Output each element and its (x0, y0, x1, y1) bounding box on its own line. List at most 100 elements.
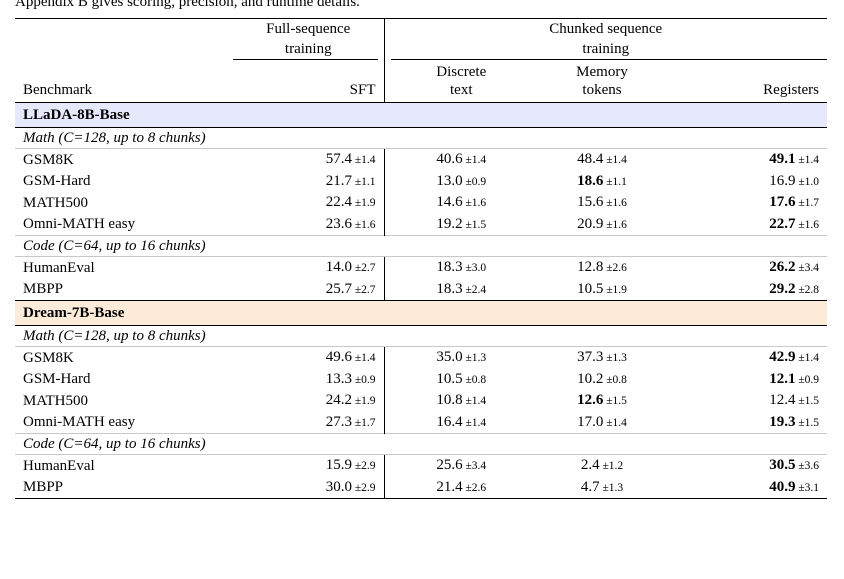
discrete-text-cell-value: 10.8 (436, 392, 463, 408)
section-title: Math (C=128, up to 8 chunks) (23, 130, 206, 146)
discrete-text-cell-stderr: ±0.8 (462, 373, 487, 386)
section-title: Math (C=128, up to 8 chunks) (23, 328, 206, 344)
section-header-row: Math (C=128, up to 8 chunks) (15, 128, 827, 149)
registers-cell-stderr: ±1.5 (795, 395, 819, 407)
results-table: Full-sequence training Chunked sequence … (15, 18, 827, 499)
benchmark-name: GSM-Hard (23, 173, 91, 189)
memory-tokens-cell-value: 15.6 (577, 194, 604, 210)
memory-tokens-cell-stderr: ±1.5 (603, 395, 627, 407)
discrete-text-cell-stderr: ±1.3 (462, 352, 487, 364)
model-rule (15, 300, 827, 301)
sft-cell: 14.0 ±2.7 (233, 257, 385, 279)
section-rule (15, 235, 827, 236)
discrete-text-cell-stderr: ±1.5 (462, 218, 487, 231)
registers-cell-stderr: ±3.4 (795, 262, 819, 274)
registers-cell: 12.1 ±0.9 (666, 369, 827, 391)
section-header-row: Code (C=64, up to 16 chunks) (15, 236, 827, 257)
sft-cell-stderr: ±1.9 (351, 197, 376, 209)
memory-tokens-cell: 17.0 ±1.4 (538, 412, 666, 434)
table-row: GSM8K 57.4 ±1.4 40.6 ±1.4 48.4 ±1.4 49.1 ±1.… (15, 149, 827, 171)
registers-cell-value: 26.2 (769, 259, 796, 275)
registers-cell: 40.9 ±3.1 (666, 477, 827, 499)
sft-cell-stderr: ±1.7 (351, 416, 376, 429)
benchmark-name: HumanEval (23, 259, 95, 276)
discrete-text-cell: 18.3 ±2.4 (384, 279, 538, 301)
sft-cell-stderr: ±1.4 (351, 154, 376, 166)
benchmark-name: GSM8K (23, 349, 74, 366)
benchmark-name: Omni-MATH easy (23, 216, 136, 232)
group-header-rule (15, 59, 827, 60)
discrete-text-cell-stderr: ±2.6 (462, 481, 487, 494)
discrete-text-cell-value: 18.3 (436, 259, 463, 275)
sft-cell-value: 25.7 (325, 280, 352, 297)
sft-cell-stderr: ±1.4 (351, 352, 376, 364)
discrete-text-cell: 21.4 ±2.6 (384, 477, 538, 499)
sft-cell-value: 14.0 (325, 259, 352, 275)
memory-tokens-cell-stderr: ±1.2 (599, 460, 624, 472)
discrete-text-cell-stderr: ±1.4 (462, 395, 487, 407)
discrete-text-cell-value: 13.0 (436, 172, 463, 189)
registers-cell-stderr: ±1.5 (795, 416, 819, 429)
sft-cell-stderr: ±1.6 (351, 218, 376, 231)
sft-cell: 24.2 ±1.9 (233, 390, 385, 412)
memory-tokens-cell: 48.4 ±1.4 (538, 149, 666, 171)
registers-cell-value: 16.9 (769, 172, 796, 189)
memory-tokens-cell-stderr: ±1.3 (599, 481, 624, 494)
sft-cell-value: 21.7 (325, 172, 352, 189)
table-row: HumanEval 14.0 ±2.7 18.3 ±3.0 12.8 ±2.6 26.2… (15, 257, 827, 279)
bottom-rule (15, 498, 827, 499)
discrete-text-cell: 13.0 ±0.9 (384, 171, 538, 193)
registers-cell-stderr: ±2.8 (795, 283, 819, 296)
sft-cell: 27.3 ±1.7 (233, 411, 385, 434)
section-rule (15, 148, 827, 149)
model-rule (15, 127, 827, 128)
memory-tokens-cell-value: 10.5 (577, 280, 604, 297)
benchmark-name: MBPP (23, 479, 64, 495)
sft-cell: 21.7 ±1.1 (233, 170, 385, 192)
registers-cell-value: 12.1 (769, 370, 796, 387)
group-header-full-line-1: Full-sequence (266, 21, 351, 37)
registers-cell: 49.1 ±1.4 (666, 149, 827, 171)
model-rule (15, 325, 827, 326)
sft-cell-stderr: ±2.9 (351, 481, 376, 494)
registers-cell-stderr: ±1.4 (795, 352, 819, 364)
memory-tokens-cell-value: 18.6 (577, 172, 604, 189)
sft-cell-value: 49.6 (325, 349, 352, 365)
benchmark-name: HumanEval (23, 457, 95, 474)
sft-cell-stderr: ±2.7 (351, 283, 376, 296)
memory-tokens-cell-stderr: ±1.3 (603, 352, 627, 364)
benchmark-name: MATH500 (23, 392, 89, 409)
sft-cell: 22.4 ±1.9 (233, 192, 385, 214)
benchmark-name: GSM8K (23, 151, 74, 168)
discrete-text-cell: 25.6 ±3.4 (384, 455, 538, 477)
memory-tokens-cell: 10.5 ±1.9 (538, 279, 666, 301)
registers-cell-value: 19.3 (769, 413, 796, 430)
memory-tokens-cell: 20.9 ±1.6 (538, 214, 666, 236)
registers-cell: 16.9 ±1.0 (666, 171, 827, 193)
memory-tokens-cell: 12.6 ±1.5 (538, 390, 666, 412)
discrete-text-cell-stderr: ±1.6 (462, 197, 487, 209)
table-caption: Appendix B gives scoring, precision, and… (15, 0, 360, 10)
registers-cell: 22.7 ±1.6 (666, 214, 827, 236)
discrete-text-cell: 10.5 ±0.8 (384, 369, 538, 391)
memory-tokens-cell: 15.6 ±1.6 (538, 192, 666, 214)
registers-cell: 19.3 ±1.5 (666, 412, 827, 434)
sft-cell-stderr: ±2.9 (351, 460, 376, 472)
discrete-text-cell-stderr: ±1.4 (462, 154, 487, 166)
model-header-row: LLaDA-8B-Base (15, 103, 827, 128)
table-row: Omni-MATH easy 27.3 ±1.7 16.4 ±1.4 17.0 ±1.… (15, 411, 827, 434)
sft-cell-value: 24.2 (325, 392, 352, 408)
group-header-row: Full-sequence training Chunked sequence … (15, 19, 827, 59)
col-header-sft: SFT (233, 60, 385, 103)
section-title: Code (C=64, up to 16 chunks) (23, 238, 206, 254)
table-row: MATH500 22.4 ±1.9 14.6 ±1.6 15.6 ±1.6 17.6 ±… (15, 192, 827, 214)
sft-cell: 23.6 ±1.6 (233, 213, 385, 236)
sft-cell-stderr: ±1.9 (351, 395, 376, 407)
memory-tokens-cell-value: 4.7 (580, 478, 600, 495)
memory-tokens-cell: 2.4 ±1.2 (538, 455, 666, 477)
registers-cell-stderr: ±1.0 (795, 175, 819, 188)
sft-cell-value: 57.4 (325, 151, 352, 167)
registers-cell-value: 17.6 (769, 194, 796, 210)
registers-cell-stderr: ±3.6 (795, 460, 819, 472)
memory-tokens-cell-value: 20.9 (577, 215, 604, 232)
